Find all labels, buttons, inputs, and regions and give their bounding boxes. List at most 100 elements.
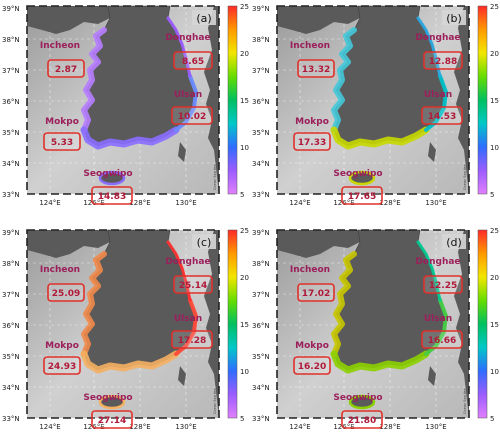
- colorbar-title: Ocean Sea fee: [463, 389, 467, 414]
- station-name: Donghae: [165, 33, 210, 43]
- station-value: 12.88: [429, 57, 457, 67]
- tsushima-island: [428, 366, 436, 386]
- tsushima-island: [428, 142, 436, 162]
- station-name: Incheon: [40, 41, 80, 51]
- japan-landmass: [454, 230, 469, 418]
- panel-tag-background: [192, 10, 216, 25]
- colorbar-tick-label: 25: [240, 227, 249, 235]
- panel-tag-background: [442, 234, 466, 249]
- lat-tick-label: 33°N: [2, 415, 20, 423]
- jeju-island: [101, 397, 123, 407]
- map-panel-d: 39°N 38°N 37°N 36°N 35°N 34°N 33°N 124°E 126°E 12…: [250, 224, 500, 447]
- station-mokpo: Mokpo 5.33: [43, 117, 81, 151]
- station-name: Ulsan: [424, 90, 452, 100]
- lat-tick-label: 38°N: [252, 260, 270, 268]
- lon-tick-label: 130°E: [175, 423, 196, 431]
- station-name: Mokpo: [295, 117, 329, 127]
- colorbar-tick-label: 25: [490, 3, 499, 11]
- station-donghae: Donghae 25.14: [165, 257, 213, 294]
- lat-tick-label: 37°N: [252, 67, 270, 75]
- map-panel-svg: 39°N 38°N 37°N 36°N 35°N 34°N 33°N 124°E 126°E 12…: [252, 3, 499, 207]
- station-value: 21.80: [348, 416, 376, 426]
- colorbar-tick-label: 15: [490, 97, 499, 105]
- lat-tick-label: 35°N: [252, 353, 270, 361]
- lat-tick-label: 36°N: [2, 98, 20, 106]
- lon-tick-label: 126°E: [333, 199, 354, 207]
- colorbar-tick-label: 5: [490, 415, 494, 423]
- lat-tick-label: 37°N: [2, 67, 20, 75]
- colorbar-tick-label: 15: [240, 97, 249, 105]
- japan-landmass: [204, 230, 219, 418]
- station-mokpo: Mokpo 24.93: [43, 341, 81, 375]
- colorbar-tick-label: 20: [240, 50, 249, 58]
- station-name: Seogwipo: [83, 169, 132, 179]
- lat-tick-label: 38°N: [2, 260, 20, 268]
- station-value: 25.09: [52, 289, 80, 299]
- lon-tick-label: 128°E: [129, 423, 150, 431]
- station-name: Incheon: [40, 265, 80, 275]
- station-seogwipo: Seogwipo 21.80: [333, 393, 383, 429]
- station-seogwipo: Seogwipo 14.83: [83, 169, 133, 205]
- japan-landmass: [204, 6, 219, 194]
- lon-tick-label: 126°E: [83, 423, 104, 431]
- panel-tag: (a): [196, 12, 211, 25]
- station-seogwipo: Seogwipo 27.14: [83, 393, 133, 429]
- lon-tick-label: 124°E: [39, 423, 60, 431]
- lon-tick-label: 130°E: [425, 199, 446, 207]
- colorbar: [227, 5, 238, 195]
- map-panel-svg: 39°N 38°N 37°N 36°N 35°N 34°N 33°N 124°E 126°E 12…: [2, 3, 249, 207]
- station-name: Ulsan: [174, 314, 202, 324]
- map-frame: [276, 229, 470, 419]
- lat-tick-label: 34°N: [2, 160, 20, 168]
- station-value: 2.87: [55, 65, 77, 75]
- lon-tick-label: 126°E: [83, 199, 104, 207]
- station-value: 24.93: [48, 362, 76, 372]
- jeju-island: [101, 173, 123, 183]
- jeju-island: [351, 173, 373, 183]
- panel-tag: (d): [446, 236, 462, 249]
- colorbar-tick-label: 10: [490, 144, 499, 152]
- station-mokpo: Mokpo 17.33: [293, 117, 331, 151]
- station-donghae: Donghae 12.25: [415, 257, 463, 294]
- station-value: 14.83: [98, 192, 126, 202]
- station-value-box: [297, 283, 335, 302]
- station-value: 25.14: [179, 281, 207, 291]
- lat-tick-label: 35°N: [252, 129, 270, 137]
- station-name: Incheon: [290, 265, 330, 275]
- coastal-sst-band: [330, 16, 448, 186]
- station-name: Incheon: [290, 41, 330, 51]
- colorbar-tick-label: 10: [240, 144, 249, 152]
- colorbar-tick-label: 10: [490, 368, 499, 376]
- station-value: 17.02: [302, 289, 330, 299]
- station-value-box: [173, 275, 213, 294]
- lat-tick-label: 38°N: [2, 36, 20, 44]
- colorbar-tick-label: 5: [240, 191, 244, 199]
- lat-tick-label: 36°N: [2, 322, 20, 330]
- station-value: 17.28: [178, 336, 206, 346]
- colorbar: [477, 229, 488, 419]
- station-mokpo: Mokpo 16.20: [293, 341, 331, 375]
- station-value: 27.14: [98, 416, 126, 426]
- station-value-box: [421, 106, 463, 125]
- lat-tick-label: 35°N: [2, 129, 20, 137]
- map-panel-svg: 39°N 38°N 37°N 36°N 35°N 34°N 33°N 124°E 126°E 12…: [2, 227, 249, 431]
- lon-tick-label: 126°E: [333, 423, 354, 431]
- colorbar-title: Ocean Sea fee: [463, 165, 467, 190]
- lat-tick-label: 34°N: [252, 160, 270, 168]
- colorbar: [477, 5, 488, 195]
- map-panel-b: 39°N 38°N 37°N 36°N 35°N 34°N 33°N 124°E 126°E 12…: [250, 0, 500, 223]
- station-name: Seogwipo: [333, 393, 382, 403]
- panel-tag-background: [192, 234, 216, 249]
- china-landmass: [277, 230, 360, 258]
- station-name: Mokpo: [45, 117, 79, 127]
- lat-tick-label: 37°N: [252, 291, 270, 299]
- lon-tick-label: 130°E: [425, 423, 446, 431]
- station-ulsan: Ulsan 16.66: [421, 314, 463, 349]
- lat-tick-label: 34°N: [2, 384, 20, 392]
- station-value: 13.32: [302, 65, 330, 75]
- colorbar-tick-label: 25: [490, 227, 499, 235]
- lat-tick-label: 39°N: [252, 229, 270, 237]
- china-landmass: [27, 6, 110, 34]
- station-name: Donghae: [415, 33, 460, 43]
- map-frame: [26, 5, 220, 195]
